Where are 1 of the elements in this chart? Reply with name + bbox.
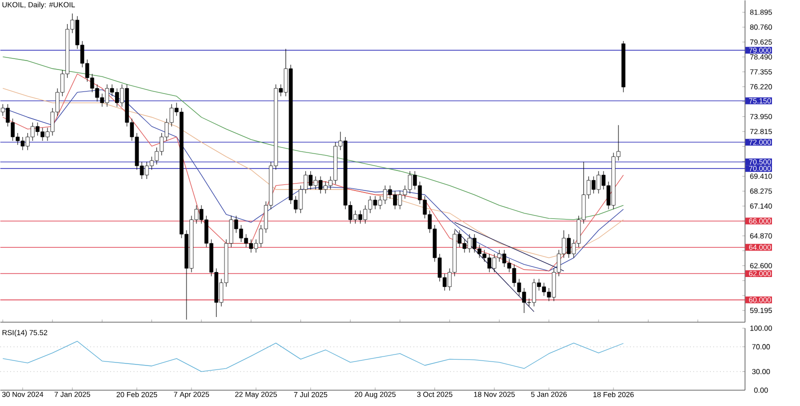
line-series [2,56,624,220]
